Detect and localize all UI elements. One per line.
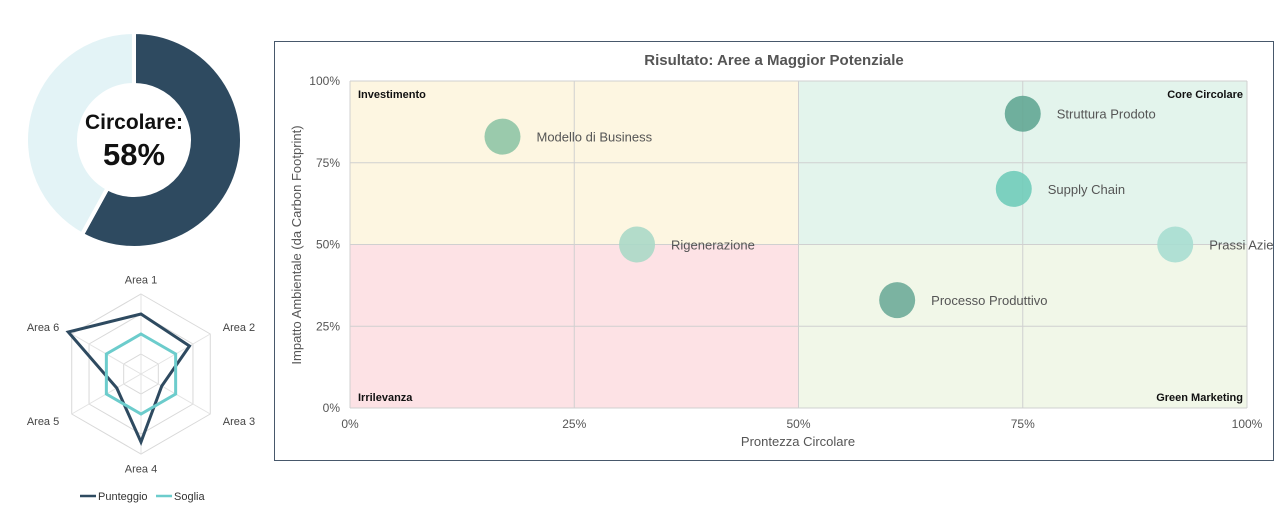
bubble-supply-chain <box>995 170 1032 207</box>
donut-slice-circolare <box>79 29 244 250</box>
donut-slice-remaining <box>24 29 136 238</box>
y-tick-label-75: 75% <box>316 156 340 170</box>
y-tick-label-25: 25% <box>316 319 340 333</box>
donut-center-label: Circolare: <box>85 111 183 134</box>
radar-chart: Area 1 Area 2 Area 3 Area 4 Area 5 Area 6 Pun… <box>27 275 255 503</box>
radar-axis-label-5: Area 5 <box>27 416 59 428</box>
radar-series-punteggio <box>65 312 192 446</box>
radar-axis-label-2: Area 2 <box>223 322 255 334</box>
bubble-prassi-aziendale <box>1157 226 1194 263</box>
radar-axis-label-6: Area 6 <box>27 322 59 334</box>
x-tick-label-25: 25% <box>562 417 586 431</box>
bubble-label-supply-chain: Supply Chain <box>1048 182 1125 197</box>
bubble-label-struttura-prodoto: Struttura Prodoto <box>1057 107 1156 122</box>
chart-title: Risultato: Aree a Maggior Potenziale <box>644 52 904 69</box>
bubble-processo-produttivo <box>879 282 916 319</box>
radar-axis-label-4: Area 4 <box>125 463 157 475</box>
x-tick-label-100: 100% <box>1232 417 1263 431</box>
radar-axis-label-3: Area 3 <box>223 416 255 428</box>
quadrant-label-core-circolare: Core Circolare <box>1167 89 1243 101</box>
quadrant-label-irrilevanza: Irrilevanza <box>358 392 413 404</box>
bubble-chart-frame: Investimento Core Circolare Irrilevanza Gre… <box>274 41 1274 461</box>
y-tick-label-0: 0% <box>323 401 341 415</box>
bubble-modello-di-business <box>484 118 521 155</box>
x-tick-label-75: 75% <box>1011 417 1035 431</box>
circularity-donut-chart: Circolare: 58% <box>24 29 244 250</box>
y-tick-label-100: 100% <box>309 74 340 88</box>
x-tick-label-50: 50% <box>786 417 810 431</box>
x-axis-title: Prontezza Circolare <box>741 434 855 449</box>
bubble-label-processo-produttivo: Processo Produttivo <box>931 293 1047 308</box>
donut-center-value: 58% <box>103 137 165 172</box>
y-axis-title: Impatto Ambientale (da Carbon Footprint) <box>289 125 304 364</box>
radar-legend: Punteggio Soglia <box>80 491 205 503</box>
bubble-chart: Investimento Core Circolare Irrilevanza Gre… <box>289 52 1273 449</box>
quadrant-label-investimento: Investimento <box>358 89 426 101</box>
bubble-rigenerazione <box>619 226 656 263</box>
legend-label-punteggio: Punteggio <box>98 491 148 503</box>
bubble-label-modello-di-business: Modello di Business <box>536 130 652 145</box>
radar-series-soglia <box>104 332 178 416</box>
quadrant-label-green-marketing: Green Marketing <box>1156 392 1243 404</box>
radar-axis-label-1: Area 1 <box>125 275 157 287</box>
x-tick-label-0: 0% <box>341 417 359 431</box>
y-tick-label-50: 50% <box>316 238 340 252</box>
legend-label-soglia: Soglia <box>174 491 205 503</box>
bubble-label-prassi-aziendale: Prassi Aziendale <box>1209 238 1273 253</box>
bubble-struttura-prodoto <box>1004 95 1041 132</box>
bubble-label-rigenerazione: Rigenerazione <box>671 238 755 253</box>
